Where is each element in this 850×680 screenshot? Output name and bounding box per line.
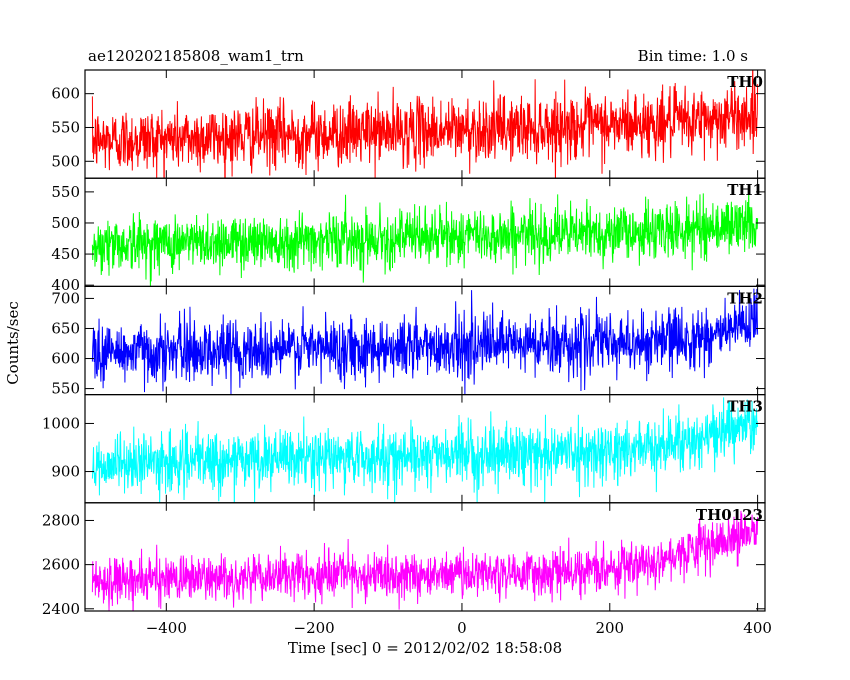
x-axis: −400 −200 0 200 400 <box>146 619 772 637</box>
series-th1 <box>91 184 759 287</box>
panels-group: 500 550 600 TH0 400 450 500 550 TH1 550 600 650 700 T… <box>42 69 766 618</box>
x-tick-label: 400 <box>743 619 772 637</box>
panel-label: TH2 <box>727 289 763 307</box>
x-tick-label: −400 <box>146 619 187 637</box>
y-tick-label: 700 <box>51 289 80 307</box>
chart-title: ae120202185808_wam1_trn <box>88 47 304 65</box>
x-tick-label: −200 <box>294 619 335 637</box>
y-tick-label: 900 <box>51 463 80 481</box>
panel-th0: 500 550 600 TH0 <box>51 69 766 179</box>
y-tick-label: 2400 <box>42 600 80 618</box>
panel-label: TH1 <box>727 181 763 199</box>
y-tick-label: 1000 <box>42 414 80 432</box>
series-th2 <box>91 288 759 395</box>
bin-time-label: Bin time: 1.0 s <box>638 47 748 65</box>
y-tick-label: 400 <box>51 276 80 294</box>
panel-th0123: 2400 2600 2800 TH0123 <box>42 502 766 618</box>
panel-th1: 400 450 500 550 TH1 <box>51 177 766 294</box>
series-th0 <box>91 70 759 179</box>
y-tick-label: 650 <box>51 319 80 337</box>
series-th3 <box>91 397 759 503</box>
y-tick-label: 500 <box>51 214 80 232</box>
x-tick-label: 200 <box>595 619 624 637</box>
panel-label: TH0 <box>727 73 763 91</box>
y-tick-label: 600 <box>51 85 80 103</box>
y-tick-label: 550 <box>51 118 80 136</box>
panel-label: TH0123 <box>696 506 763 524</box>
y-tick-label: 450 <box>51 245 80 263</box>
series-th0123 <box>91 510 759 611</box>
y-tick-label: 550 <box>51 183 80 201</box>
x-tick-label: 0 <box>457 619 467 637</box>
y-tick-label: 600 <box>51 350 80 368</box>
panel-th2: 550 600 650 700 TH2 <box>51 285 766 398</box>
y-tick-label: 2600 <box>42 556 80 574</box>
panel-th3: 900 1000 TH3 <box>42 394 766 504</box>
y-axis-label: Counts/sec <box>4 301 22 385</box>
panel-label: TH3 <box>727 398 763 416</box>
x-axis-label: Time [sec] 0 = 2012/02/02 18:58:08 <box>288 639 562 657</box>
panel-frame <box>84 502 766 612</box>
y-tick-label: 500 <box>51 152 80 170</box>
y-tick-label: 550 <box>51 380 80 398</box>
y-tick-label: 2800 <box>42 511 80 529</box>
